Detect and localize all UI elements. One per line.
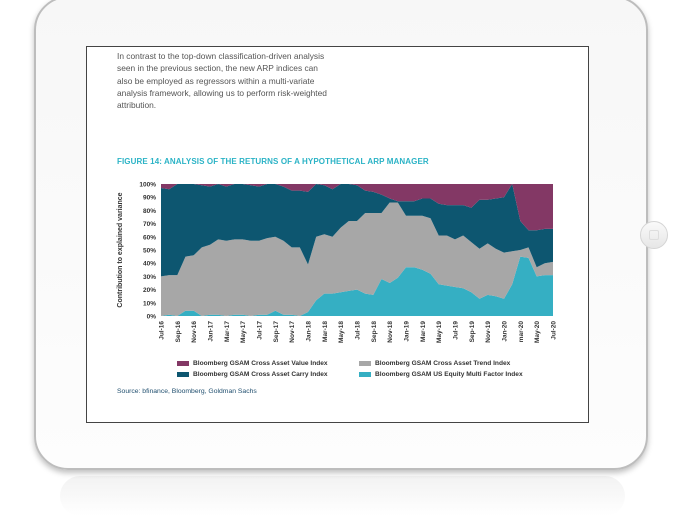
y-tick-label: 90% [143, 195, 156, 202]
x-tick-label: mar-20 [518, 321, 525, 343]
x-tick-label: Jul-16 [159, 321, 166, 340]
legend-swatch [359, 360, 371, 366]
y-tick-label: 0% [147, 314, 157, 321]
tablet-reflection [60, 476, 625, 516]
intro-paragraph: In contrast to the top-down classificati… [117, 51, 327, 111]
x-tick-label: Jul-20 [551, 321, 558, 340]
legend-item-equity: Bloomberg GSAM US Equity Multi Factor In… [359, 371, 523, 378]
x-tick-label: May-17 [240, 321, 247, 343]
x-tick-label: Nov-18 [387, 321, 394, 343]
x-tick-label: Nov-16 [191, 321, 198, 343]
x-tick-label: May-20 [534, 321, 541, 343]
area-series-1 [161, 202, 553, 316]
legend-item-carry: Bloomberg GSAM Cross Asset Carry Index [177, 371, 328, 378]
y-tick-label: 50% [143, 248, 156, 255]
figure-title: FIGURE 14: ANALYSIS OF THE RETURNS OF A … [117, 157, 429, 166]
area-series-3 [161, 184, 553, 231]
x-tick-label: Jan-17 [208, 321, 215, 342]
source-note: Source: bfinance, Bloomberg, Goldman Sac… [117, 388, 257, 395]
x-tick-label: Jan-18 [306, 321, 313, 342]
x-tick-label: Nov-19 [485, 321, 492, 343]
x-tick-label: Nov-17 [289, 321, 296, 343]
x-tick-label: Sep-16 [175, 321, 182, 343]
stacked-area-chart: 0% 10% 20% 30% 40% 50% 60% 70% 80% 90% 100% Jul-16… [117, 182, 558, 344]
legend-label: Bloomberg GSAM Cross Asset Carry Index [193, 371, 328, 378]
y-axis-label: Contribution to explained variance [117, 192, 124, 307]
y-tick-label: 40% [143, 261, 156, 268]
area-series-0 [161, 256, 553, 316]
x-tick-label: Sep-17 [273, 321, 280, 343]
legend-label: Bloomberg GSAM Cross Asset Value Index [193, 360, 328, 367]
home-button[interactable] [640, 221, 668, 249]
x-tick-label: Jan-19 [404, 321, 411, 342]
legend-swatch [177, 360, 189, 366]
x-tick-label: Mar-17 [224, 321, 231, 342]
x-tick-label: May-18 [338, 321, 345, 343]
y-tick-label: 10% [143, 300, 156, 307]
x-tick-label: Jul-17 [257, 321, 264, 340]
legend-swatch [359, 371, 371, 377]
legend-label: Bloomberg GSAM US Equity Multi Factor In… [375, 371, 523, 378]
y-tick-label: 30% [143, 274, 156, 281]
area-series-2 [161, 184, 553, 277]
x-tick-label: Mar-18 [322, 321, 329, 342]
x-tick-label: Jan-20 [502, 321, 509, 342]
legend-item-value: Bloomberg GSAM Cross Asset Value Index [177, 360, 328, 367]
y-tick-label: 70% [143, 221, 156, 228]
x-tick-label: Sep-19 [469, 321, 476, 343]
x-tick-label: Jul-19 [453, 321, 460, 340]
y-tick-label: 80% [143, 208, 156, 215]
x-tick-label: Mar-19 [420, 321, 427, 342]
y-tick-label: 100% [139, 182, 156, 189]
legend-item-trend: Bloomberg GSAM Cross Asset Trend Index [359, 360, 510, 367]
x-tick-label: Jul-18 [355, 321, 362, 340]
x-tick-label: May-19 [436, 321, 443, 343]
legend-swatch [177, 371, 189, 377]
x-tick-label: Sep-18 [371, 321, 378, 343]
legend-label: Bloomberg GSAM Cross Asset Trend Index [375, 360, 511, 367]
y-tick-label: 60% [143, 234, 156, 241]
y-tick-label: 20% [143, 287, 156, 294]
